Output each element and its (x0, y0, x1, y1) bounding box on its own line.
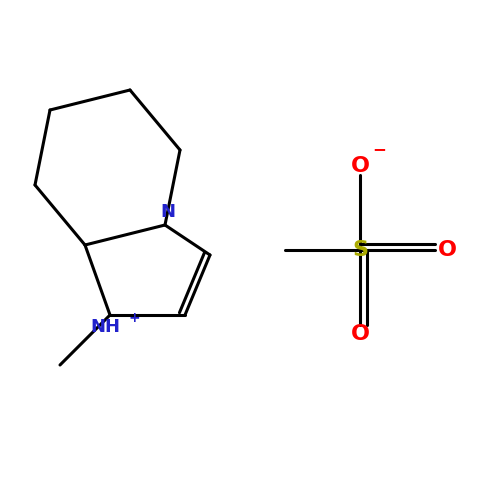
Text: NH: NH (90, 318, 120, 336)
Text: O: O (350, 156, 370, 176)
Text: N: N (160, 204, 175, 222)
Text: +: + (128, 310, 140, 324)
Text: −: − (372, 140, 386, 158)
Text: O: O (438, 240, 457, 260)
Text: O: O (350, 324, 370, 344)
Text: S: S (352, 240, 368, 260)
